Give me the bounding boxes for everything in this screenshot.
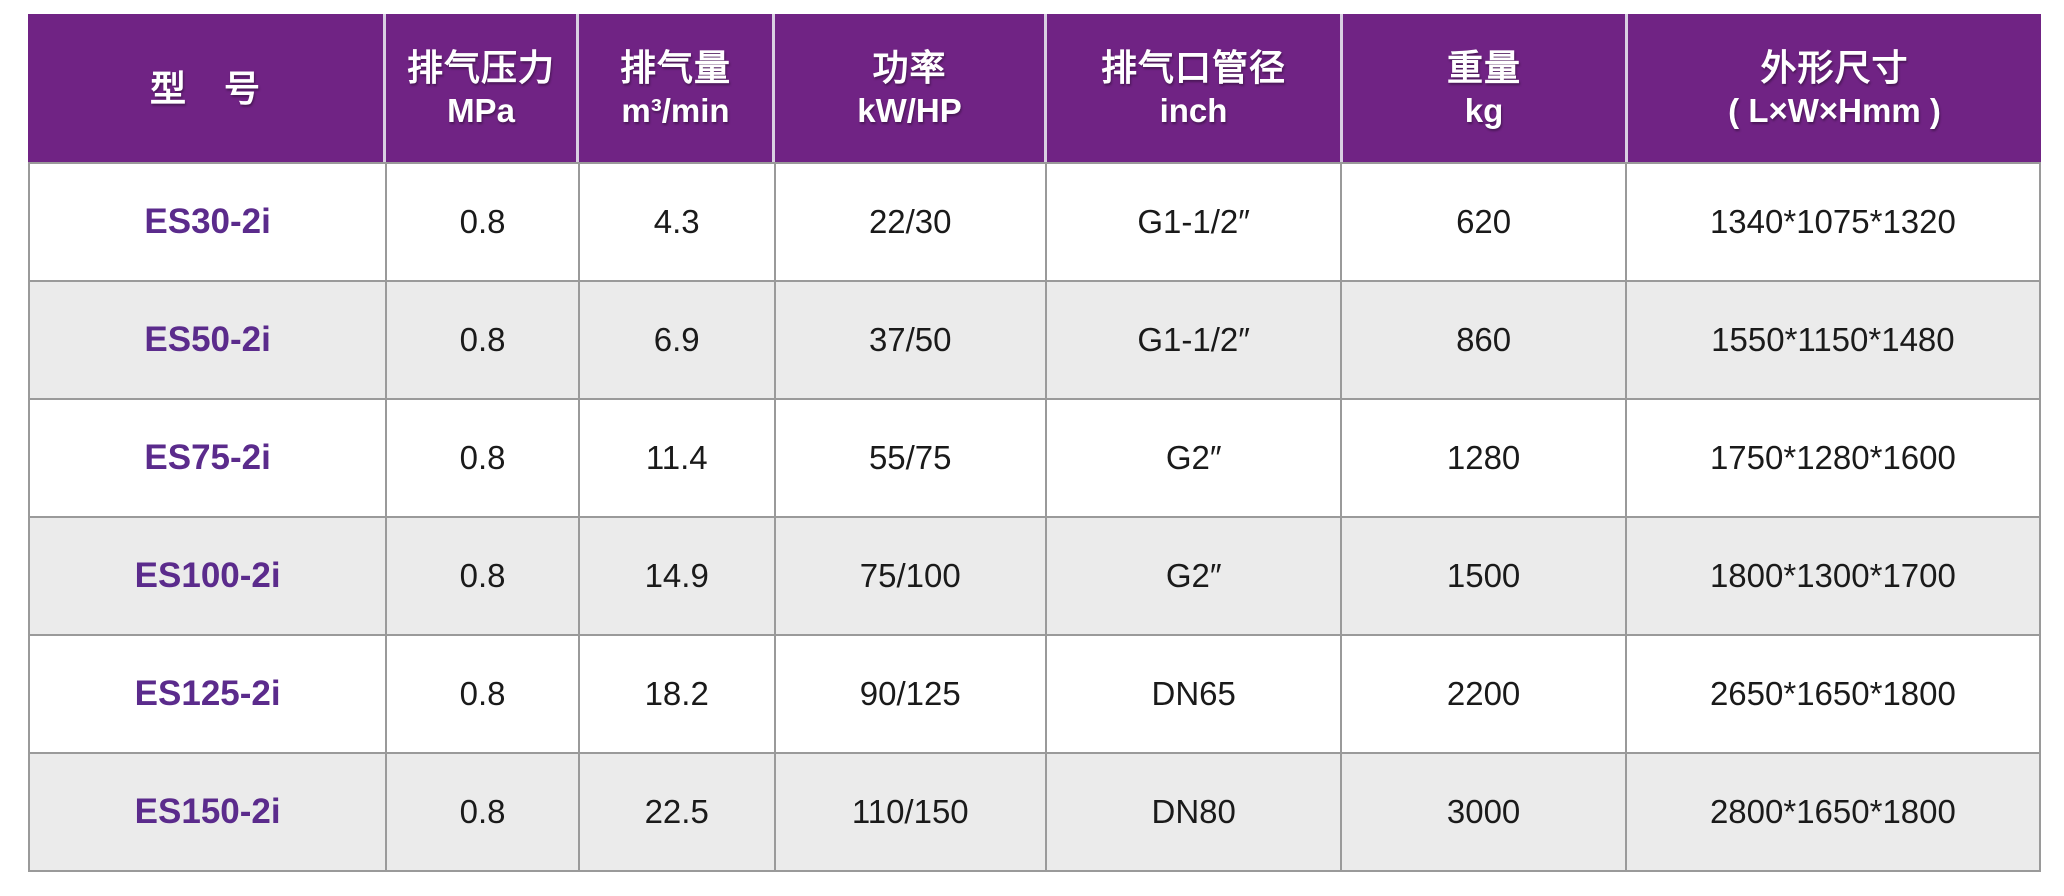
table-cell-outlet: G1-1/2″ [1047, 282, 1343, 398]
table-cell-flow_m3min: 14.9 [580, 518, 776, 634]
table-row: ES150-2i 0.8 22.5 110/150 DN80 3000 2800*1650*… [30, 754, 2039, 872]
header-label-line1: 功率 [872, 46, 947, 88]
table-header-row: 型 号排气压力 MPa 排气量 m³/min 功率 kW/HP 排气口管径 inch 重量 kg 外… [28, 14, 2041, 162]
table-cell-outlet: DN80 [1047, 754, 1343, 870]
table-cell-weight_kg: 1500 [1342, 518, 1627, 634]
table-cell-weight_kg: 2200 [1342, 636, 1627, 752]
header-label-line2: m³/min [621, 91, 730, 129]
model-cell: ES150-2i [30, 754, 388, 870]
table-cell-flow_m3min: 11.4 [580, 400, 776, 516]
header-label-line2: ( L×W×Hmm ) [1728, 91, 1941, 129]
header-label-line2: inch [1159, 91, 1228, 129]
table-cell-pressure_mpa: 0.8 [387, 518, 580, 634]
table-cell-dimensions: 1340*1075*1320 [1709, 203, 1956, 240]
header-cell-3: 排气量 m³/min [579, 14, 775, 162]
table-cell-pressure_mpa: 0.8 [387, 636, 580, 752]
table-cell-outlet: G1-1/2″ [1047, 164, 1343, 280]
header-cell-2: 排气压力 MPa [386, 14, 579, 162]
table-cell-flow_m3min: 4.3 [580, 164, 776, 280]
model-cell: ES50-2i [30, 282, 388, 398]
header-label-line1: 排气口管径 [1100, 46, 1286, 88]
table-cell-power_kw_hp: 110/150 [776, 754, 1047, 870]
table-cell-power_kw_hp: 22/30 [776, 164, 1047, 280]
table-cell-weight_kg: 860 [1342, 282, 1627, 398]
header-cell-6: 重量 kg [1343, 14, 1628, 162]
header-label-line1: 型 号 [149, 67, 261, 109]
table-cell-power_kw_hp: 55/75 [776, 400, 1047, 516]
table-cell-weight_kg: 3000 [1342, 754, 1627, 870]
table-cell-outlet: DN65 [1047, 636, 1343, 752]
table-cell-pressure_mpa: 0.8 [387, 282, 580, 398]
table-cell-dimensions: 2650*1650*1800 [1709, 675, 1956, 712]
header-label-line1: 重量 [1446, 46, 1521, 88]
header-cell-1: 型 号 [28, 14, 386, 162]
header-label-line2: MPa [447, 91, 515, 129]
table-cell-power_kw_hp: 37/50 [776, 282, 1047, 398]
model-cell: ES30-2i [30, 164, 388, 280]
table-cell-flow_m3min: 6.9 [580, 282, 776, 398]
header-cell-5: 排气口管径 inch [1047, 14, 1343, 162]
table-cell-pressure_mpa: 0.8 [387, 164, 580, 280]
table-cell-pressure_mpa: 0.8 [387, 754, 580, 870]
header-label-line1: 排气压力 [406, 46, 555, 88]
table-row: ES100-2i 0.8 14.9 75/100 G2″ 1500 1800*1300*17… [30, 518, 2039, 636]
table-row: ES50-2i 0.8 6.9 37/50 G1-1/2″ 860 1550*1150*14… [30, 282, 2039, 400]
compressor-spec-table: 型 号排气压力 MPa 排气量 m³/min 功率 kW/HP 排气口管径 inch 重量 kg 外… [28, 14, 2041, 872]
table-cell-power_kw_hp: 90/125 [776, 636, 1047, 752]
header-cell-7: 外形尺寸( L×W×Hmm ) [1628, 14, 2041, 162]
table-cell-pressure_mpa: 0.8 [387, 400, 580, 516]
table-cell-outlet: G2″ [1047, 400, 1343, 516]
table-cell-outlet: G2″ [1047, 518, 1343, 634]
table-row: ES30-2i 0.8 4.3 22/30 G1-1/2″ 620 1340*1075*13… [30, 164, 2039, 282]
header-label-line1: 排气量 [619, 46, 731, 88]
table-cell-dimensions: 1800*1300*1700 [1709, 557, 1956, 594]
table-body: ES30-2i 0.8 4.3 22/30 G1-1/2″ 620 1340*1075*13… [28, 162, 2041, 872]
header-label-line2: kg [1464, 91, 1504, 129]
model-cell: ES125-2i [30, 636, 388, 752]
table-row: ES75-2i 0.8 11.4 55/75 G2″ 1280 1750*1280*1600 [30, 400, 2039, 518]
table-cell-dimensions: 1750*1280*1600 [1709, 439, 1956, 476]
table-cell-dimensions: 1550*1150*1480 [1711, 321, 1955, 358]
header-label-line1: 外形尺寸 [1760, 46, 1909, 88]
table-cell-weight_kg: 620 [1342, 164, 1627, 280]
table-cell-power_kw_hp: 75/100 [776, 518, 1047, 634]
table-row: ES125-2i 0.8 18.2 90/125 DN65 2200 2650*1650*1… [30, 636, 2039, 754]
model-cell: ES100-2i [30, 518, 388, 634]
table-cell-dimensions: 2800*1650*1800 [1709, 793, 1956, 830]
table-cell-flow_m3min: 22.5 [580, 754, 776, 870]
table-cell-flow_m3min: 18.2 [580, 636, 776, 752]
header-cell-4: 功率 kW/HP [775, 14, 1047, 162]
table-cell-weight_kg: 1280 [1342, 400, 1627, 516]
model-cell: ES75-2i [30, 400, 388, 516]
header-label-line2: kW/HP [857, 91, 962, 129]
